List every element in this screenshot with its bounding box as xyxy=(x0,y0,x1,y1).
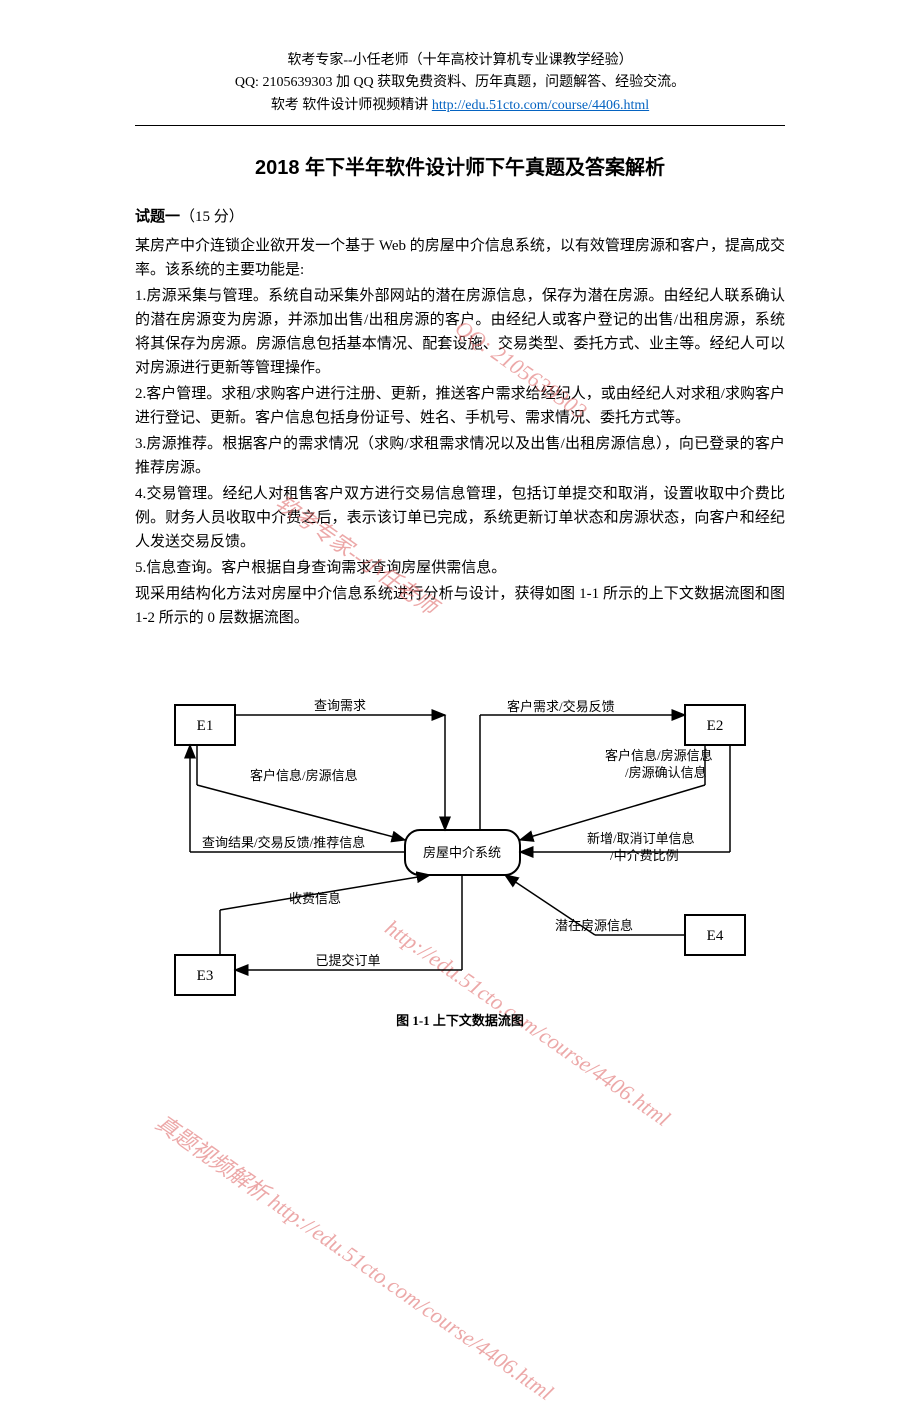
watermark-text: 真题视频解析 http://edu.51cto.com/course/4406.… xyxy=(150,1106,561,1407)
entity-e2-label: E2 xyxy=(707,718,724,734)
diagram-caption: 图 1-1 上下文数据流图 xyxy=(396,1013,524,1028)
paragraph-2: 2.客户管理。求租/求购客户进行注册、更新，推送客户需求给经纪人，或由经纪人对求… xyxy=(135,382,785,430)
page-header: 软考专家--小任老师（十年高校计算机专业课教学经验） QQ: 210563930… xyxy=(135,50,785,117)
paragraph-3: 3.房源推荐。根据客户的需求情况（求购/求租需求情况以及出售/出租房源信息），向… xyxy=(135,432,785,480)
paragraph-4: 4.交易管理。经纪人对租售客户双方进行交易信息管理，包括订单提交和取消，设置收取… xyxy=(135,482,785,554)
header-line-2: QQ: 2105639303 加 QQ 获取免费资料、历年真题，问题解答、经验交… xyxy=(135,72,785,94)
flow-label-order-info: 新增/取消订单信息 xyxy=(587,831,695,846)
question-label-bold: 试题一 xyxy=(135,209,180,225)
flow-label-cust-house-info-2: 客户信息/房源信息 xyxy=(605,748,713,763)
header-line-3-prefix: 软考 软件设计师视频精讲 xyxy=(271,98,432,113)
question-label-suffix: （15 分） xyxy=(180,209,244,225)
paragraph-5: 5.信息查询。客户根据自身查询需求查询房屋供需信息。 xyxy=(135,556,785,580)
entity-e1-label: E1 xyxy=(197,718,214,734)
context-dfd-diagram: E1 E2 E3 E4 房屋中介系统 查询需求 客户需求/交易反馈 客户信息/房… xyxy=(135,670,785,1070)
entity-e4-label: E4 xyxy=(707,928,724,944)
header-divider xyxy=(135,125,785,126)
flow-label-potential-house: 潜在房源信息 xyxy=(555,918,633,933)
course-link[interactable]: http://edu.51cto.com/course/4406.html xyxy=(432,98,649,113)
flow-label-fee-ratio: /中介费比例 xyxy=(610,848,679,863)
flow-label-submitted-order: 已提交订单 xyxy=(315,953,380,968)
paragraph-intro: 某房产中介连锁企业欲开发一个基于 Web 的房屋中介信息系统，以有效管理房源和客… xyxy=(135,234,785,282)
flow-label-confirm-info: /房源确认信息 xyxy=(625,765,707,780)
page-title: 2018 年下半年软件设计师下午真题及答案解析 xyxy=(135,151,785,180)
dfd-svg: E1 E2 E3 E4 房屋中介系统 查询需求 客户需求/交易反馈 客户信息/房… xyxy=(135,670,785,1070)
header-line-1: 软考专家--小任老师（十年高校计算机专业课教学经验） xyxy=(135,50,785,72)
flow-label-cust-house-info-1: 客户信息/房源信息 xyxy=(250,768,358,783)
flow-label-query: 查询需求 xyxy=(314,698,366,713)
paragraph-1: 1.房源采集与管理。系统自动采集外部网站的潜在房源信息，保存为潜在房源。由经纪人… xyxy=(135,284,785,380)
question-label: 试题一（15 分） xyxy=(135,205,785,226)
entity-e3-label: E3 xyxy=(197,968,214,984)
system-label: 房屋中介系统 xyxy=(423,845,501,860)
header-line-3: 软考 软件设计师视频精讲 http://edu.51cto.com/course… xyxy=(135,95,785,117)
flow-label-query-result: 查询结果/交易反馈/推荐信息 xyxy=(202,835,365,850)
flow-label-demand-feedback: 客户需求/交易反馈 xyxy=(507,699,615,714)
paragraph-6: 现采用结构化方法对房屋中介信息系统进行分析与设计，获得如图 1-1 所示的上下文… xyxy=(135,582,785,630)
flow-label-fee-info: 收费信息 xyxy=(289,891,341,906)
